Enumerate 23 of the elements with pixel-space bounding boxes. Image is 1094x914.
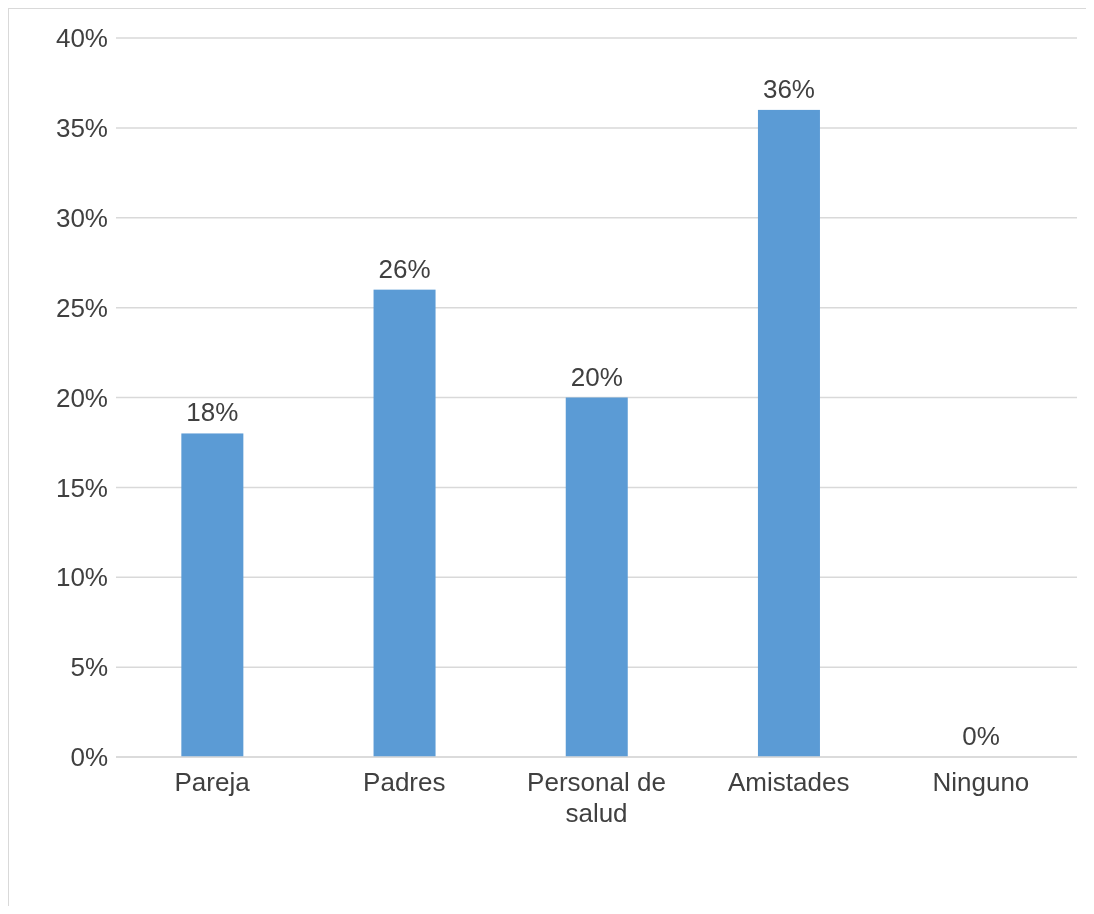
data-label: 36% (762, 73, 815, 104)
x-tick-label: Personal de salud (527, 767, 666, 828)
data-label: 20% (570, 361, 623, 392)
y-tick-label: 25% (55, 292, 108, 323)
y-tick-label: 5% (70, 652, 108, 683)
y-tick-label: 15% (55, 472, 108, 503)
y-tick-label: 20% (55, 382, 108, 413)
x-tick-label: Amistades (728, 767, 850, 797)
data-label: 26% (378, 253, 431, 284)
y-tick-label: 30% (55, 202, 108, 233)
data-label: 18% (186, 397, 239, 428)
bar (565, 397, 628, 757)
x-tick-label: Pareja (174, 767, 251, 797)
bar (373, 289, 436, 757)
data-label: 0% (962, 721, 1000, 751)
x-tick-label: Ninguno (932, 767, 1030, 797)
y-tick-label: 40% (55, 23, 108, 54)
x-tick-label: Padres (363, 767, 446, 797)
y-tick-label: 10% (55, 562, 108, 593)
bar (181, 433, 244, 757)
y-tick-label: 35% (55, 113, 108, 144)
y-tick-label: 0% (70, 742, 108, 773)
bar (757, 109, 820, 757)
